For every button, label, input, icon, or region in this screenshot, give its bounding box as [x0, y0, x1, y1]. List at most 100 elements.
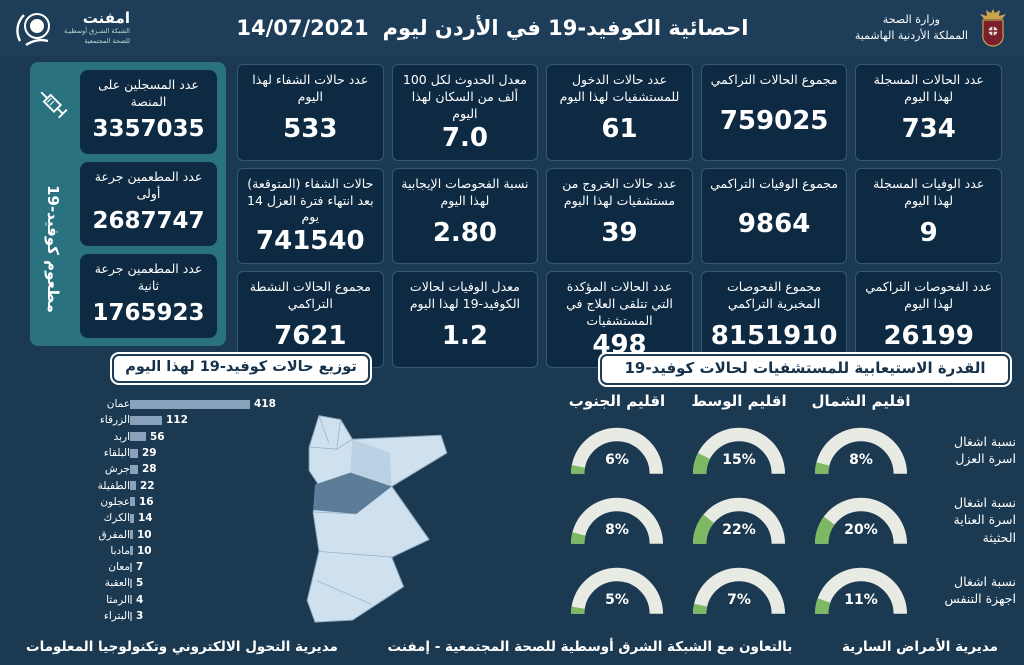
bar: [130, 513, 134, 523]
gauge-value: 5%: [605, 592, 629, 608]
stat-card: عدد الفحوصات التراكمي لهذا اليوم 26199: [855, 271, 1002, 368]
stat-card: مجموع الحالات النشطة التراكمي 7621: [237, 271, 384, 368]
bar-label: معان: [108, 561, 130, 574]
bar-label: الزرقاء: [99, 414, 130, 427]
bar-value: 56: [150, 430, 165, 443]
logo-name: امفنت: [82, 9, 130, 28]
card-label: عدد الحالات المسجلة لهذا اليوم: [873, 72, 984, 104]
stat-card: عدد الوفيات المسجلة لهذا اليوم 9: [855, 167, 1002, 265]
bar: [130, 530, 133, 540]
gauge-row-label: نسبة اشغال اجهزة التنفس: [944, 573, 1016, 607]
card-label: حالات الشفاء (المتوقعة) بعد انتهاء فترة …: [247, 175, 374, 225]
card-value: 1.2: [441, 321, 488, 352]
stat-card: عدد الحالات المؤكدة التي تتلقى العلاج في…: [546, 271, 693, 368]
bar-value: 28: [142, 463, 157, 476]
bar-row: معان 7: [84, 559, 304, 575]
card-value: 741540: [256, 226, 365, 257]
vaccine-side-label: مطعوم كوفيد-19: [44, 185, 62, 313]
stat-card: عدد حالات الشفاء لهذا اليوم 533: [237, 64, 384, 161]
globe-icon: [16, 13, 51, 47]
bar-value: 3: [136, 610, 144, 622]
stat-card: مجموع الحالات التراكمي 759025: [700, 64, 848, 161]
bar-chart-rows: عمان 418 الزرقاء 112 اربد 56 البلقاء 29 جرش 28 الط…: [84, 396, 304, 624]
bar-row: البتراء 3: [84, 608, 304, 624]
bar-label: عجلون: [100, 495, 130, 508]
gauge-value: 11%: [844, 592, 878, 608]
footer-left: مديرية التحول الالكتروني وتكنولوجيا المع…: [26, 639, 338, 655]
bar-value: 418: [254, 398, 276, 411]
gauge-arc: [692, 497, 786, 545]
card-label: مجموع الحالات النشطة التراكمي: [249, 279, 371, 312]
bar: [130, 432, 146, 442]
bar-value: 22: [140, 479, 155, 492]
bar-label: جرش: [104, 463, 130, 476]
bar-row: عمان 418: [84, 396, 304, 412]
gauge: 11%: [809, 560, 913, 620]
card-label: مجموع الوفيات التراكمي: [710, 175, 839, 191]
bar: [130, 497, 135, 507]
gauge-arc: [570, 567, 664, 615]
region-header: اقليم الشمال: [811, 392, 911, 410]
kingdom-name: المملكة الأردنية الهاشمية: [854, 29, 968, 42]
card-label: عدد الفحوصات التراكمي لهذا اليوم: [865, 279, 993, 312]
gauge: 8%: [809, 420, 913, 480]
distribution-title: توزيع حالات كوفيد-19 لهذا اليوم: [110, 352, 372, 385]
title-date: 14/07/2021: [236, 16, 369, 40]
header: وزارة الصحة المملكة الأردنية الهاشمية اح…: [0, 0, 1024, 56]
ministry-block: وزارة الصحة المملكة الأردنية الهاشمية: [855, 7, 1010, 49]
gauge-arc: [570, 497, 664, 545]
bar-label: البتراء: [103, 610, 130, 622]
footer-right: مديرية الأمراض السارية: [841, 639, 998, 655]
bar-label: عمان: [106, 398, 130, 411]
bar: [130, 578, 132, 588]
bar-row: المفرق 10: [84, 526, 304, 542]
bar-label: الرمثا: [106, 593, 130, 606]
card-label: عدد الحالات المؤكدة التي تتلقى العلاج في…: [566, 279, 673, 328]
capacity-section: اقليم الشمال اقليم الوسط اقليم الجنوب نسبة …: [560, 392, 1020, 620]
card-label: عدد حالات الدخول للمستشفيات لهذا اليوم: [559, 72, 680, 104]
bar: [130, 448, 138, 458]
bar: [130, 415, 162, 425]
card-value: 2.80: [432, 217, 497, 248]
bar: [130, 611, 132, 621]
card-label: عدد المسجلين على المنصة: [98, 77, 199, 109]
vaccine-card: عدد المطعمين جرعة ثانية 1765923: [80, 254, 217, 338]
card-value: 1765923: [92, 299, 205, 326]
card-value: 39: [601, 217, 638, 248]
stat-card: نسبة الفحوصات الإيجابية لهذا اليوم 2.80: [391, 167, 539, 265]
gauge-arc: [692, 427, 786, 475]
title-text: احصائية الكوفيد-19 في الأردن ليوم: [382, 16, 749, 40]
stat-card: حالات الشفاء (المتوقعة) بعد انتهاء فترة …: [237, 167, 384, 265]
card-value: 2687747: [92, 207, 205, 234]
card-label: مجموع الحالات التراكمي: [710, 72, 838, 87]
card-value: 61: [601, 114, 638, 145]
gauge-arc: [570, 427, 664, 475]
jordan-map: [306, 415, 448, 623]
bar-label: المفرق: [98, 528, 130, 541]
bar-row: الكرك 14: [84, 510, 304, 526]
bar-row: الرمثا 4: [84, 592, 304, 608]
bar-label: الكرك: [103, 512, 130, 525]
gauge: 7%: [687, 560, 791, 620]
gauge-arc: [814, 427, 908, 475]
gauge: 8%: [565, 490, 669, 550]
gauge-row-label: نسبة اشغال اسرة العزل: [954, 433, 1016, 467]
bar-row: العقبة 5: [84, 575, 304, 591]
card-value: 533: [283, 114, 338, 145]
gauge: 6%: [565, 420, 669, 480]
card-value: 7.0: [441, 122, 488, 153]
card-label: عدد المطعمين جرعة ثانية: [94, 261, 203, 293]
logo-subtitle-2: للصحة المجتمعية: [84, 37, 130, 45]
governorate-borders: [309, 415, 394, 605]
stat-card: معدل الوفيات لحالات الكوفيد-19 لهذا اليو…: [391, 271, 539, 368]
bar-value: 10: [137, 544, 152, 557]
gauge-value: 8%: [849, 452, 873, 468]
vaccine-side-strip: مطعوم كوفيد-19: [30, 62, 76, 346]
gauge: 5%: [565, 560, 669, 620]
bar-row: الطفيلة 22: [84, 477, 304, 493]
card-label: عدد الوفيات المسجلة لهذا اليوم: [873, 175, 985, 208]
card-value: 759025: [719, 105, 829, 136]
capacity-title: القدرة الاستيعابية للمستشفيات لحالات كوف…: [598, 352, 1012, 387]
region-header: اقليم الوسط: [691, 392, 787, 410]
